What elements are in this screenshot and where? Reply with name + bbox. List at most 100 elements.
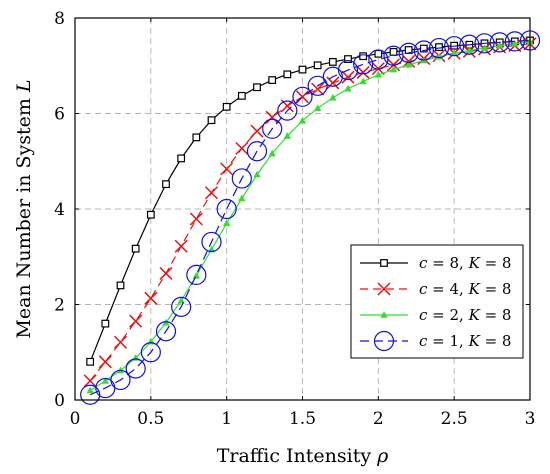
- data-point: [101, 377, 110, 384]
- data-point: [192, 272, 201, 279]
- data-point: [283, 70, 292, 79]
- data-point: [237, 91, 246, 100]
- data-point: [268, 76, 277, 84]
- data-point: [220, 162, 234, 176]
- data-point: [125, 358, 146, 379]
- series-line: [89, 41, 531, 391]
- data-point: [489, 32, 510, 53]
- x-tick-label: 3: [525, 409, 536, 429]
- legend-box: [350, 244, 524, 359]
- data-point: [480, 44, 489, 51]
- data-point: [344, 84, 352, 92]
- legend-marker: [380, 259, 388, 267]
- y-axis-label: Mean Number in System L: [13, 79, 35, 338]
- data-point: [110, 369, 131, 391]
- data-point: [83, 374, 97, 388]
- data-point: [265, 110, 279, 124]
- data-point: [162, 180, 170, 189]
- data-point: [419, 44, 428, 53]
- data-point: [216, 198, 237, 220]
- data-point: [222, 219, 231, 227]
- data-point: [238, 194, 246, 202]
- data-point: [86, 357, 95, 366]
- data-point: [250, 124, 264, 138]
- legend-label: c = 1, K = 8: [419, 332, 511, 350]
- x-tick-label: 0: [70, 409, 81, 429]
- data-point: [444, 36, 465, 57]
- data-point: [171, 296, 192, 317]
- data-point: [192, 133, 201, 142]
- data-point: [298, 65, 307, 74]
- data-point: [307, 75, 328, 96]
- data-point: [374, 49, 383, 58]
- data-point: [155, 321, 177, 342]
- data-point: [344, 55, 352, 63]
- data-point: [341, 70, 355, 84]
- legend-label: c = 4, K = 8: [419, 280, 511, 298]
- series-circle: [80, 30, 541, 405]
- data-point: [389, 48, 398, 56]
- data-point: [101, 319, 110, 328]
- x-axis-label: Traffic Intensity ρ: [217, 445, 389, 467]
- data-point: [177, 154, 186, 163]
- data-point: [359, 77, 367, 85]
- data-point: [329, 93, 337, 101]
- data-point: [313, 104, 322, 112]
- data-point: [398, 42, 419, 63]
- legend-label: c = 8, K = 8: [419, 254, 511, 272]
- data-point: [356, 65, 370, 79]
- data-point: [292, 86, 313, 107]
- data-point: [474, 33, 495, 54]
- data-point: [177, 296, 185, 304]
- data-point: [374, 70, 383, 78]
- data-point: [326, 76, 340, 90]
- data-point: [186, 264, 207, 285]
- data-point: [262, 118, 283, 139]
- x-tick-label: 2.5: [441, 409, 468, 429]
- data-point: [222, 102, 231, 111]
- data-point: [511, 39, 519, 47]
- data-point: [146, 210, 155, 219]
- legend: c = 8, K = 8 c = 4, K = 8 c = 2, K = 8 c = …: [350, 244, 524, 359]
- data-point: [253, 83, 261, 92]
- x-axis-label-symbol: ρ: [376, 445, 389, 467]
- legend-item: c = 2, K = 8: [360, 306, 511, 324]
- legend-marker: [380, 311, 388, 318]
- data-point: [359, 52, 368, 61]
- data-point: [337, 59, 359, 81]
- data-point: [231, 168, 252, 189]
- x-tick-label: 0.5: [137, 409, 164, 429]
- data-point: [86, 386, 94, 394]
- data-point: [129, 314, 143, 328]
- data-point: [268, 149, 276, 157]
- x-axis-label-text: Traffic Intensity: [217, 445, 377, 467]
- y-tick-label: 0: [54, 391, 65, 411]
- data-point: [189, 212, 203, 226]
- data-point: [313, 61, 322, 70]
- x-tick-label: 1: [221, 409, 232, 429]
- data-point: [144, 291, 158, 305]
- legend-marker: [377, 282, 391, 296]
- data-point: [459, 34, 480, 55]
- data-point: [465, 46, 474, 54]
- y-axis-label-symbol: L: [13, 79, 35, 93]
- data-point: [98, 355, 112, 369]
- data-point: [283, 132, 292, 139]
- data-point: [131, 244, 140, 253]
- legend-item: c = 4, K = 8: [360, 280, 511, 298]
- axis-ticks: 0 0.5 1 1.5 2 2.5 3 0 2 4 6 8: [54, 9, 535, 429]
- data-point: [504, 31, 525, 52]
- data-point: [113, 335, 128, 349]
- series-layer: [80, 30, 541, 405]
- data-point: [495, 41, 504, 49]
- legend-marker: [373, 330, 395, 352]
- x-tick-label: 1.5: [289, 409, 316, 429]
- data-point: [404, 60, 413, 68]
- data-point: [253, 170, 261, 178]
- data-point: [201, 231, 222, 253]
- data-point: [311, 82, 325, 96]
- data-point: [116, 281, 125, 290]
- data-point: [328, 58, 337, 66]
- data-point: [235, 141, 249, 155]
